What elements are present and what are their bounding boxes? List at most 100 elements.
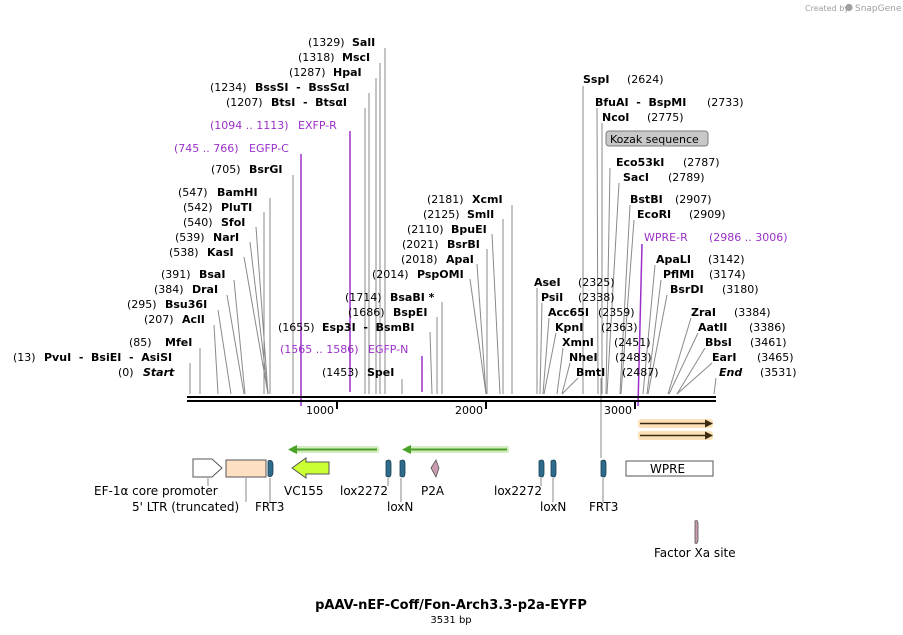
ef1a-promoter-arrow-icon[interactable]: [192, 458, 223, 478]
right-site-labels: SspI (2624) BfuAI - BspMI (2733) NcoI (2…: [534, 73, 797, 379]
site-ecori[interactable]: EcoRI: [637, 208, 671, 221]
site-spei-pos: (1453): [322, 366, 359, 379]
site-sspi[interactable]: SspI: [583, 73, 609, 86]
site-bamhi[interactable]: BamHI: [217, 186, 258, 199]
lox2272-left-marker-icon[interactable]: [385, 459, 392, 478]
primer-egfp-c[interactable]: EGFP-C: [249, 142, 289, 155]
frt3-right-marker-icon[interactable]: [600, 459, 607, 478]
site-bsu36i[interactable]: Bsu36I: [165, 298, 207, 311]
site-btsi[interactable]: BtsI - BtsαI: [271, 96, 347, 109]
feature-ltr-label[interactable]: 5' LTR (truncated): [132, 500, 239, 514]
map-title-block: pAAV-nEF-Coff/Fon-Arch3.3-p2a-EYFP 3531 …: [315, 598, 587, 626]
primer-egfp-n[interactable]: EGFP-N: [368, 343, 408, 356]
backbone-bottom-strand: [187, 400, 716, 402]
kozak-feature-box[interactable]: [605, 130, 709, 147]
site-bstbi[interactable]: BstBI: [630, 193, 663, 206]
site-mfei[interactable]: MfeI: [165, 336, 192, 349]
site-sspi-pos: (2624): [627, 73, 664, 86]
site-bsrdi[interactable]: BsrDI: [670, 283, 704, 296]
site-psii[interactable]: PsiI: [541, 291, 563, 304]
feature-vc155-label[interactable]: VC155: [284, 484, 324, 498]
site-bsai[interactable]: BsaI: [199, 268, 225, 281]
primer-wpre-r[interactable]: WPRE-R: [644, 231, 688, 244]
site-bbsi[interactable]: BbsI: [705, 336, 732, 349]
site-acli-pos: (207): [144, 313, 174, 326]
primer-wpre-r-line: [637, 243, 643, 407]
site-pflmi[interactable]: PflMI: [663, 268, 694, 281]
site-esp3i[interactable]: Esp3I - BsmBI: [322, 321, 414, 334]
feature-factor-xa-label[interactable]: Factor Xa site: [654, 546, 736, 560]
orf-orange-2[interactable]: [638, 431, 713, 440]
loxn-left-marker-icon[interactable]: [399, 459, 406, 478]
site-bsrbi-pos: (2021): [402, 238, 439, 251]
leader-aatii: [668, 332, 699, 395]
site-hpai[interactable]: HpaI: [333, 66, 362, 79]
frt3-left-marker-icon[interactable]: [267, 460, 274, 477]
primer-markers: [300, 131, 643, 407]
site-kpni[interactable]: KpnI: [555, 321, 583, 334]
site-pluti[interactable]: PluTI: [221, 201, 252, 214]
site-xmni[interactable]: XmnI: [562, 336, 594, 349]
site-bmti[interactable]: BmtI: [576, 366, 605, 379]
feature-lox2272-left-label[interactable]: lox2272: [340, 484, 388, 498]
orf-orange-1-arrowhead-icon: [705, 419, 713, 428]
feature-loxn-left-label[interactable]: loxN: [387, 500, 413, 514]
site-saci[interactable]: SacI: [623, 171, 649, 184]
site-spei[interactable]: SpeI: [367, 366, 394, 379]
loxn-right-marker-icon[interactable]: [550, 459, 557, 478]
site-apali[interactable]: ApaLI: [656, 253, 691, 266]
site-zrai[interactable]: ZraI: [691, 306, 716, 319]
feature-frt3-right-label[interactable]: FRT3: [589, 500, 618, 514]
site-zrai-pos: (3384): [734, 306, 771, 319]
leader-bsai: [233, 279, 246, 395]
feature-frt3-left-label[interactable]: FRT3: [255, 500, 284, 514]
site-bspei[interactable]: BspEI: [393, 306, 427, 319]
site-eari[interactable]: EarI: [712, 351, 736, 364]
site-bfuai[interactable]: BfuAI - BspMI: [595, 96, 686, 109]
site-smli[interactable]: SmlI: [467, 208, 494, 221]
site-xcmi[interactable]: XcmI: [472, 193, 503, 206]
ltr-feature-box[interactable]: [225, 459, 267, 478]
feature-ef1a-label[interactable]: EF-1α core promoter: [94, 484, 218, 498]
p2a-marker-icon[interactable]: [430, 459, 440, 478]
site-pvui[interactable]: PvuI - BsiEI - AsiSI: [44, 351, 172, 364]
site-hpai-pos: (1287): [289, 66, 326, 79]
factor-xa-marker-icon[interactable]: [694, 520, 699, 544]
primer-wpre-r-range: (2986 .. 3006): [709, 231, 788, 244]
feature-p2a-label[interactable]: P2A: [421, 484, 445, 498]
orf-green-1[interactable]: [288, 445, 379, 454]
site-sali[interactable]: SalI: [352, 36, 375, 49]
site-nari[interactable]: NarI: [213, 231, 239, 244]
site-drai[interactable]: DraI: [192, 283, 218, 296]
site-bsrgi[interactable]: BsrGI: [249, 163, 282, 176]
site-aatii[interactable]: AatII: [698, 321, 727, 334]
leader-kasi: [243, 256, 269, 395]
site-kasi[interactable]: KasI: [207, 246, 234, 259]
site-ncoi[interactable]: NcoI: [602, 111, 629, 124]
site-acc65i[interactable]: Acc65I: [548, 306, 589, 319]
feature-loxn-right-label[interactable]: loxN: [540, 500, 566, 514]
feature-lox2272-right-label[interactable]: lox2272: [494, 484, 542, 498]
leader-pspomi: [469, 278, 487, 395]
vc155-arrow-icon[interactable]: [291, 457, 330, 479]
site-eco53ki[interactable]: Eco53kI: [616, 156, 664, 169]
site-pspomi[interactable]: PspOMI: [417, 268, 464, 281]
site-sfoi[interactable]: SfoI: [221, 216, 245, 229]
ruler-label-2000: 2000: [455, 404, 483, 417]
wpre-feature-box[interactable]: [625, 460, 714, 477]
site-bsrbi[interactable]: BsrBI: [447, 238, 480, 251]
orf-orange-1[interactable]: [638, 419, 713, 428]
site-bsabi[interactable]: BsaBI *: [390, 291, 435, 304]
site-acli[interactable]: AclI: [182, 313, 205, 326]
site-nhei[interactable]: NheI: [569, 351, 598, 364]
site-msci[interactable]: MscI: [342, 51, 370, 64]
site-bpuei[interactable]: BpuEI: [451, 223, 487, 236]
primer-exfp-r[interactable]: EXFP-R: [298, 119, 337, 132]
orf-green-2[interactable]: [402, 445, 509, 454]
lox2272-right-marker-icon[interactable]: [538, 459, 545, 478]
site-asei[interactable]: AseI: [534, 276, 561, 289]
leader-bmti: [561, 377, 579, 395]
site-bsssi[interactable]: BssSI - BssSαI: [255, 81, 349, 94]
site-xmni-pos: (2451): [614, 336, 651, 349]
site-apai[interactable]: ApaI: [446, 253, 474, 266]
